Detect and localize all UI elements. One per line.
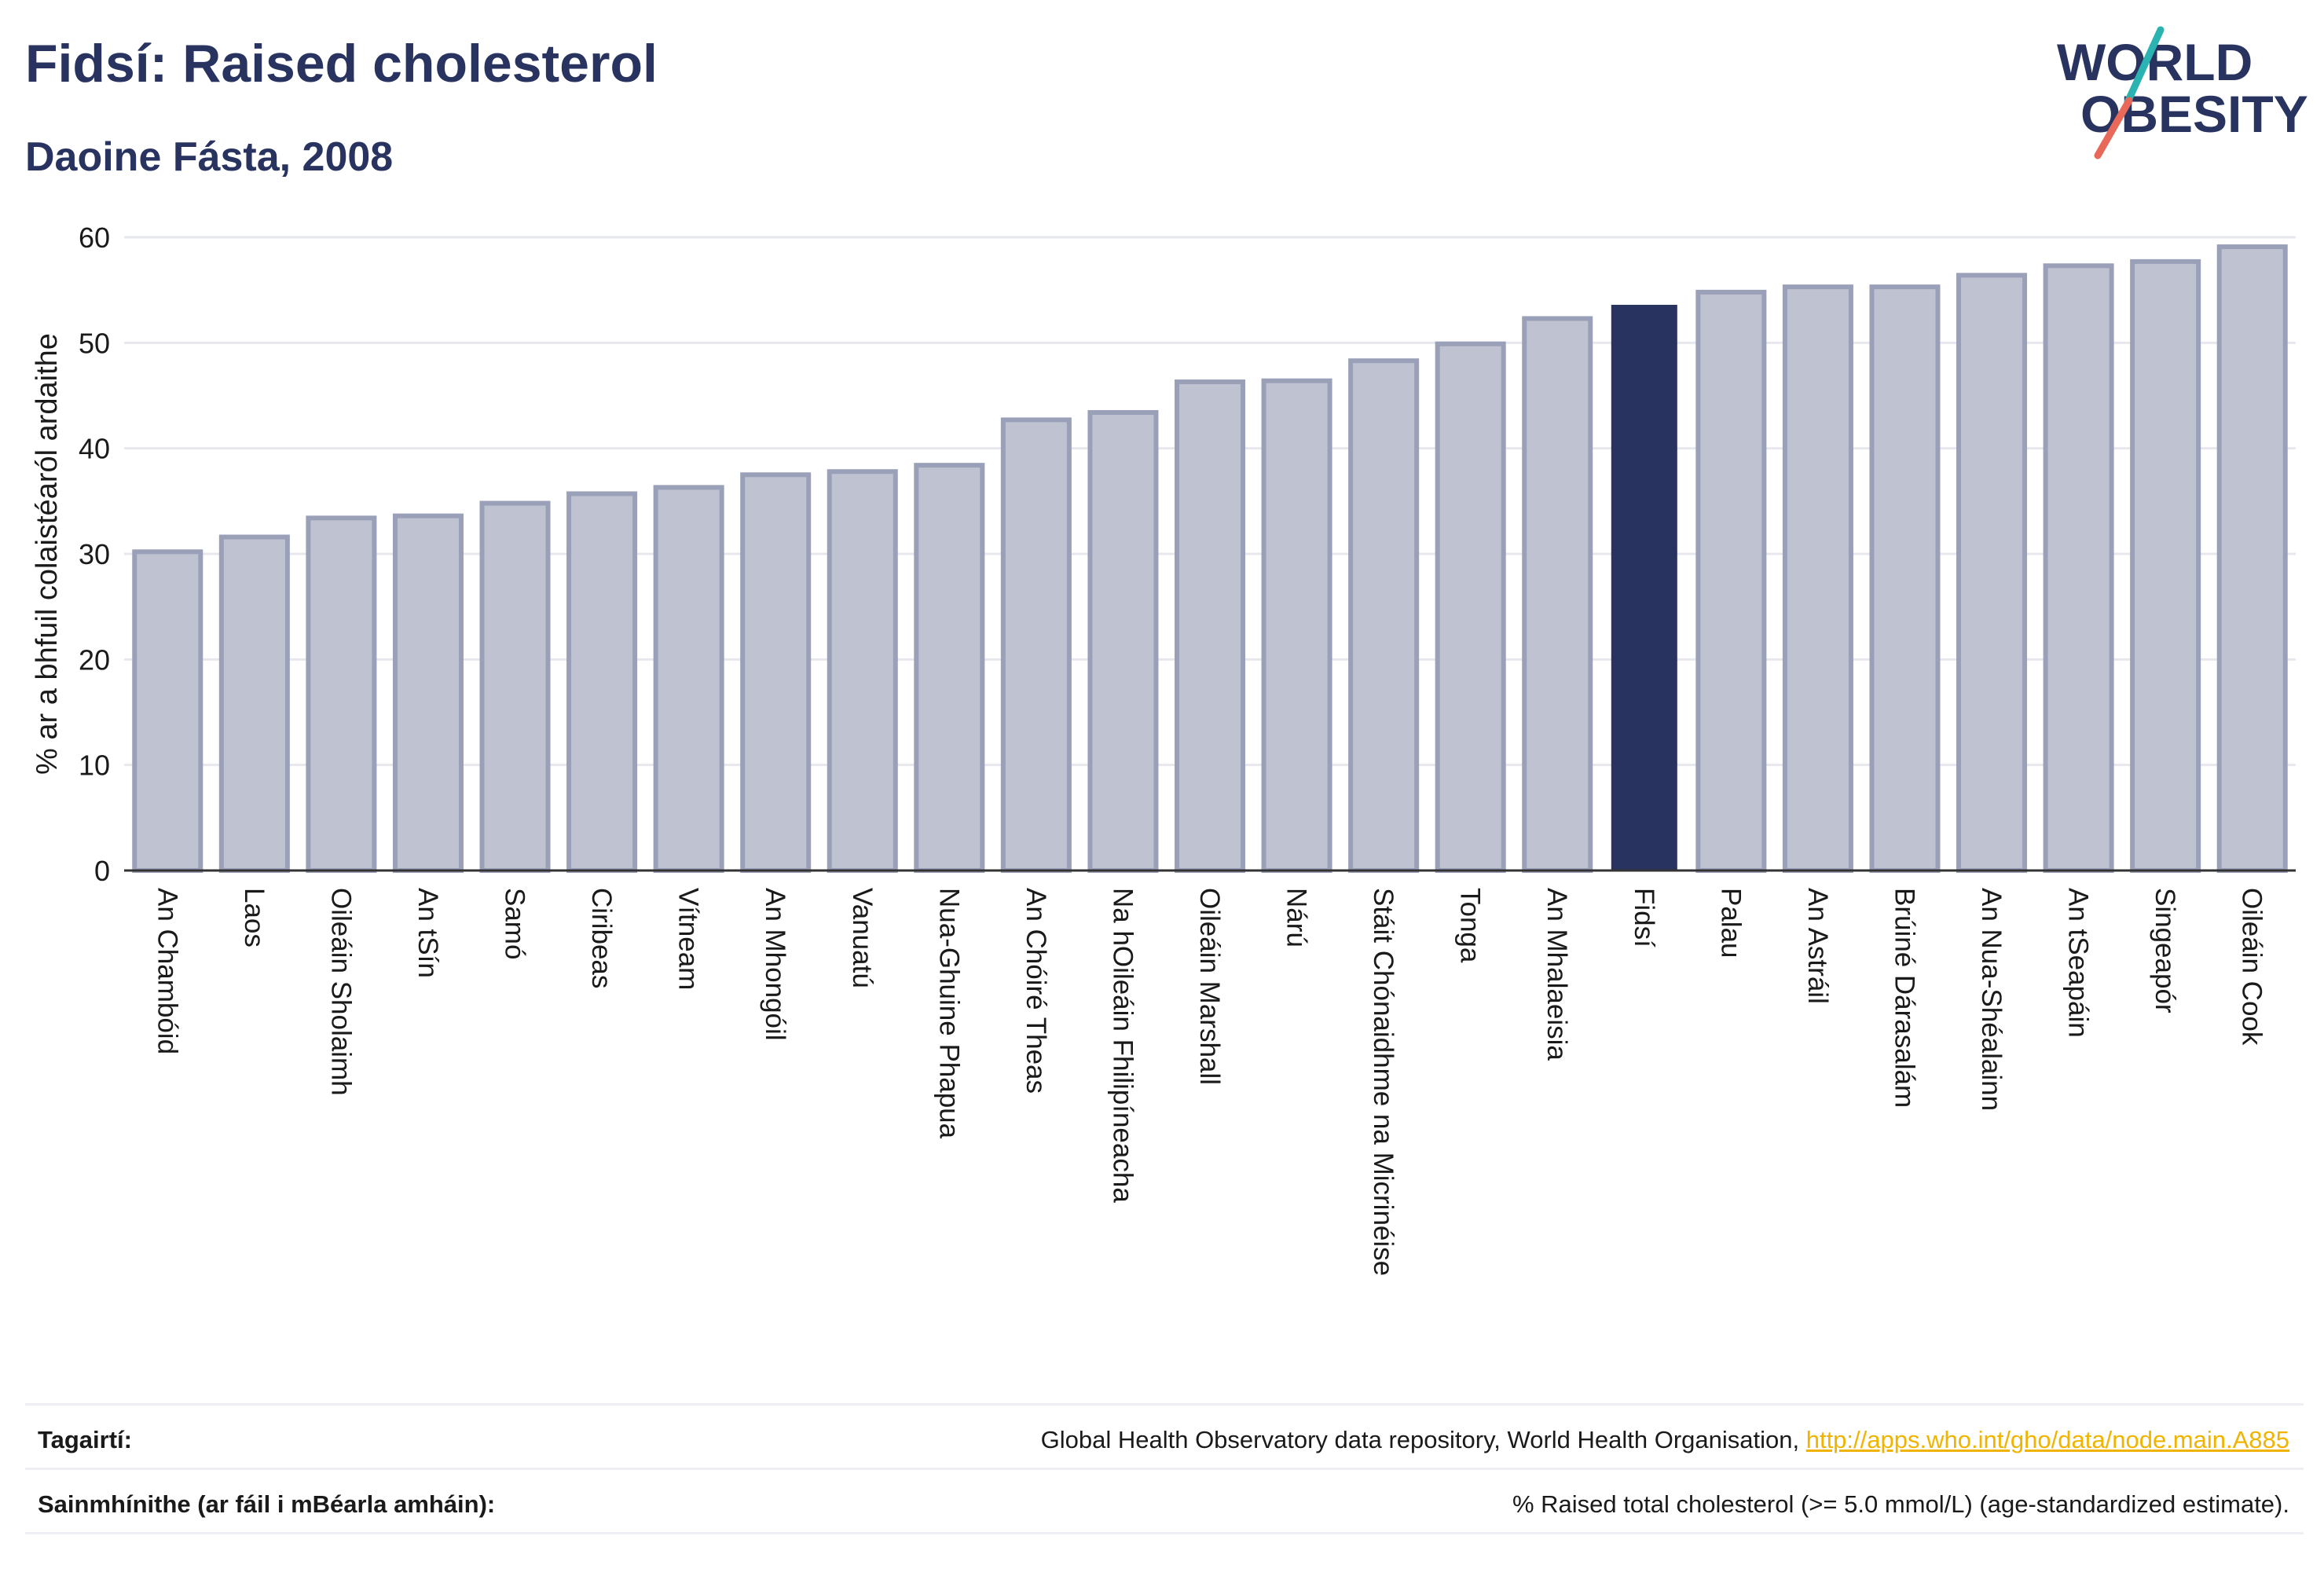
x-tick-label: Singeapór	[2150, 888, 2180, 1013]
bar	[653, 485, 724, 873]
references-value: Global Health Observatory data repositor…	[1041, 1426, 2289, 1454]
bar	[566, 491, 638, 873]
chart-title: Fidsí: Raised cholesterol	[25, 34, 658, 93]
y-axis-label: % ar a bhfuil colaistéaról ardaithe	[31, 333, 64, 775]
x-tick-label: Brúiné Dárasalám	[1889, 888, 1919, 1108]
chart-subtitle: Daoine Fásta, 2008	[25, 134, 394, 180]
logo-slash-red	[2094, 97, 2133, 159]
bar	[827, 469, 898, 873]
references-text: Global Health Observatory data repositor…	[1040, 1426, 1806, 1453]
references-label: Tagairtí:	[38, 1426, 132, 1453]
bars	[132, 244, 2288, 874]
bar	[1174, 379, 1246, 873]
y-tick-label: 20	[79, 643, 110, 676]
y-tick-label: 50	[79, 327, 110, 359]
world-obesity-logo: WORLD OBESITY	[2057, 26, 2308, 159]
x-tick-label: An tSeapáin	[2063, 888, 2094, 1038]
x-tick-label: Oileáin Cook	[2237, 888, 2267, 1046]
x-tick-label: Oileáin Marshall	[1194, 888, 1225, 1085]
x-tick-label: An Nua-Shéalainn	[1976, 888, 2007, 1111]
x-tick-label: An Chóiré Theas	[1021, 888, 1051, 1094]
bar	[1087, 409, 1159, 873]
bar	[1869, 284, 1941, 873]
definitions-label: Sainmhínithe (ar fáil i mBéarla amháin):	[38, 1490, 496, 1518]
bar	[1348, 358, 1420, 874]
bar	[132, 549, 203, 874]
bar	[914, 463, 985, 873]
x-tick-label: An Chambóid	[152, 888, 182, 1054]
x-tick-label: Tonga	[1455, 888, 1486, 963]
y-axis-ticks: 0 10 20 30 40 50 60	[79, 222, 110, 887]
x-tick-label: Vítneam	[673, 888, 704, 990]
x-tick-label: Palau	[1715, 888, 1746, 958]
footer-divider-bottom	[25, 1532, 2304, 1534]
x-tick-label: Nua-Ghuine Phapua	[933, 888, 964, 1139]
bar	[1695, 289, 1767, 873]
x-tick-label: An Mhalaeisia	[1541, 888, 1572, 1061]
bar	[740, 472, 812, 873]
x-tick-label: An tSín	[412, 888, 443, 978]
bar	[2130, 258, 2201, 873]
x-tick-label: Ciribeas	[586, 888, 617, 988]
references-link[interactable]: http://apps.who.int/gho/data/node.main.A…	[1805, 1426, 2289, 1453]
y-tick-label: 30	[79, 538, 110, 570]
x-tick-label: Nárú	[1281, 888, 1312, 947]
definitions-value: % Raised total cholesterol (>= 5.0 mmol/…	[1512, 1490, 2289, 1518]
x-tick-label: Vanuatú	[847, 888, 878, 988]
y-tick-label: 10	[79, 750, 110, 782]
x-tick-label: Samó	[500, 888, 530, 959]
y-tick-label: 60	[79, 222, 110, 254]
y-tick-label: 40	[79, 433, 110, 465]
bar	[306, 515, 377, 873]
bar	[2043, 263, 2114, 873]
x-axis-tick-labels: An Chambóid Laos Oileáin Sholaimh An tSín Sa…	[152, 888, 2267, 1276]
bar	[392, 513, 464, 873]
x-tick-label: Oileáin Sholaimh	[325, 888, 356, 1096]
x-tick-label: Fidsí	[1629, 888, 1659, 947]
x-tick-label: Laos	[239, 888, 269, 947]
x-tick-label: Na hOileáin Fhilipíneacha	[1107, 888, 1138, 1203]
footer-divider-top	[25, 1403, 2304, 1406]
x-tick-label: An Astráil	[1802, 888, 1833, 1004]
x-tick-label: Stáit Chónaidhme na Micrinéise	[1368, 888, 1398, 1276]
bar	[1782, 284, 1853, 873]
bar	[2216, 244, 2288, 873]
bar	[218, 534, 290, 873]
bar	[1956, 273, 2028, 873]
bar	[479, 500, 551, 874]
y-tick-label: 0	[94, 855, 110, 887]
bar	[1522, 316, 1593, 874]
bar	[1261, 378, 1332, 873]
bar-chart: 0 10 20 30 40 50 60 An Chambóid Laos Oileáin Sho…	[31, 222, 2296, 1276]
bar	[1435, 341, 1506, 873]
bar-highlight	[1611, 304, 1677, 870]
logo-slash-teal	[2124, 26, 2165, 106]
x-tick-label: An Mhongóil	[760, 888, 790, 1041]
footer-divider-middle	[25, 1468, 2304, 1470]
bar	[1000, 417, 1072, 873]
